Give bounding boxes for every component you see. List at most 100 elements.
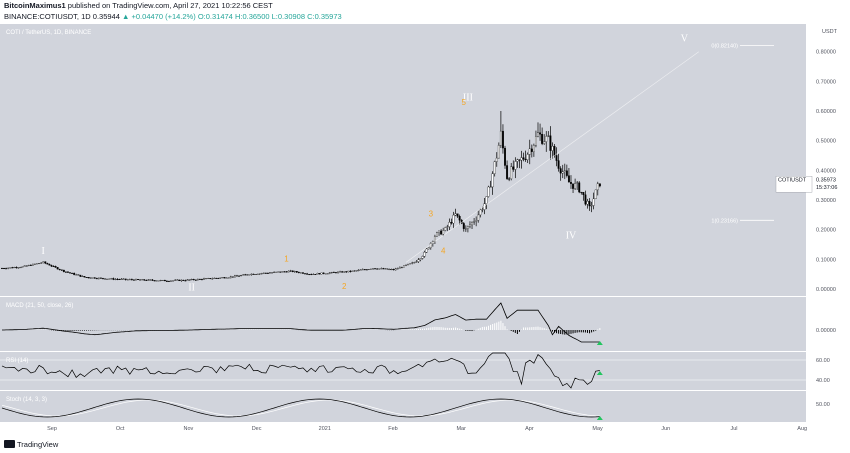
candle-body <box>532 145 535 152</box>
author-name[interactable]: BitcoinMaximus1 <box>4 1 66 10</box>
candle-body <box>551 146 554 151</box>
wave-label: 1 <box>284 255 289 264</box>
time-axis-tick: Sep <box>47 426 57 432</box>
candle-body <box>534 136 537 146</box>
candle-body <box>547 135 550 137</box>
candle-body <box>46 263 49 265</box>
candle-body <box>246 274 249 276</box>
candle-body <box>295 271 298 273</box>
candle-body <box>576 182 579 184</box>
candle-body <box>502 130 504 149</box>
candle-body <box>578 182 581 193</box>
candle-body <box>332 272 335 273</box>
candle-body <box>15 267 18 269</box>
candle-body <box>487 186 490 197</box>
candle-body <box>386 268 389 270</box>
last-price-tag <box>775 176 813 193</box>
candle-body <box>170 280 172 282</box>
symbol-label: BINANCE:COTIUSDT, 1D <box>4 12 91 21</box>
candle-body <box>514 161 517 170</box>
candle-body <box>400 267 403 269</box>
candle-body <box>508 178 511 180</box>
tradingview-logo[interactable]: TradingView <box>4 440 58 449</box>
candle-body <box>574 183 577 189</box>
wave-label: 3 <box>429 209 434 218</box>
candle-body <box>524 158 527 160</box>
time-axis-tick: Dec <box>252 426 262 432</box>
candle-body <box>374 268 377 270</box>
candle-body <box>528 148 531 155</box>
candle-body <box>194 279 197 281</box>
candle-body <box>188 279 191 281</box>
candle-body <box>582 192 585 195</box>
candle-body <box>504 147 506 166</box>
candle-body <box>176 279 179 281</box>
candle-body <box>433 236 436 242</box>
candle-body <box>423 252 426 257</box>
candle-body <box>277 271 280 273</box>
last-price-value: 0.35973 <box>816 178 836 184</box>
candle-body <box>264 272 267 274</box>
wave-label: 4 <box>441 246 446 255</box>
candle-body <box>56 267 59 270</box>
candle-body <box>365 269 368 271</box>
candle-body <box>549 135 552 151</box>
candle-body <box>471 222 473 226</box>
rsi-up-arrow <box>596 371 603 375</box>
candle-body <box>192 279 195 281</box>
price-change: ▲ +0.04470 (+14.2%) <box>122 12 196 21</box>
candle-body <box>283 271 286 273</box>
candle-body <box>79 274 82 277</box>
time-axis-tick: Nov <box>184 426 194 432</box>
candle-body <box>545 136 548 142</box>
candle-body <box>413 262 416 264</box>
candle-body <box>588 201 591 207</box>
wave-label: 5 <box>462 98 467 107</box>
price-axis-tick: 0.60000 <box>816 109 836 115</box>
candle-body <box>370 268 372 270</box>
candle-body <box>458 216 461 221</box>
candle-body <box>69 272 71 274</box>
publish-info: published on TradingView.com, April 27, … <box>65 1 273 10</box>
price-axis-unit: USDT <box>822 29 838 35</box>
candle-body <box>48 264 51 266</box>
candle-body <box>44 261 47 264</box>
rsi-axis-tick: 60.00 <box>816 358 830 364</box>
candles <box>1 111 601 282</box>
candle-body <box>289 270 292 272</box>
candle-body <box>112 278 115 280</box>
candle-body <box>405 264 408 266</box>
candle-body <box>21 266 24 268</box>
candle-body <box>322 272 325 274</box>
candle-body <box>454 213 457 216</box>
candle-body <box>442 230 445 235</box>
candle-body <box>104 278 107 280</box>
stoch-axis-tick: 50.00 <box>816 402 830 408</box>
candle-body <box>384 268 387 270</box>
candle-body <box>108 278 111 280</box>
candle-body <box>207 278 210 279</box>
last-price-symbol: COTIUSDT <box>778 178 807 184</box>
candle-body <box>388 269 391 271</box>
candle-body <box>353 270 356 272</box>
candle-body <box>297 272 300 273</box>
candle-body <box>493 161 496 174</box>
candle-body <box>495 157 498 162</box>
candle-body <box>221 277 224 279</box>
candle-body <box>304 273 306 275</box>
candle-body <box>161 279 164 281</box>
candle-body <box>407 263 410 266</box>
price-axis-tick: 0.80000 <box>816 50 836 56</box>
candle-body <box>339 271 342 273</box>
candle-body <box>3 268 6 270</box>
candle-body <box>229 276 232 278</box>
candle-body <box>236 275 238 277</box>
candle-body <box>570 182 572 184</box>
candle-body <box>27 264 30 266</box>
candle-body <box>124 278 127 280</box>
candle-body <box>260 273 263 275</box>
candle-body <box>403 265 405 268</box>
candle-body <box>438 230 440 233</box>
candle-body <box>335 272 337 274</box>
